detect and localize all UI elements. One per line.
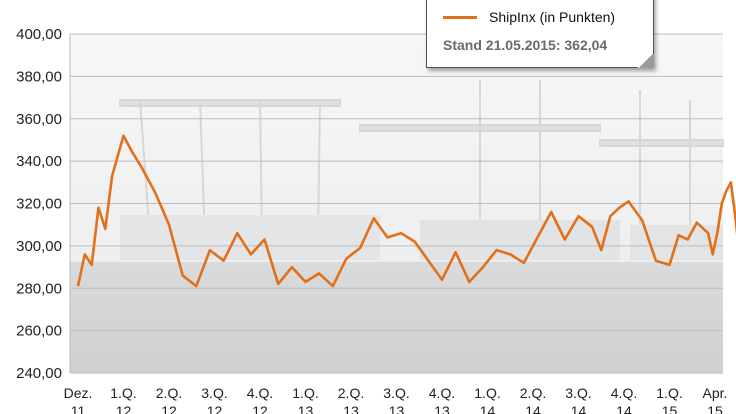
x-tick-year: 13 [389, 403, 405, 414]
x-tick-year: 12 [252, 403, 268, 414]
x-tick-label: 1.Q. [474, 385, 500, 401]
legend: ShipInx (in Punkten) Stand 21.05.2015: 3… [426, 0, 654, 68]
x-tick-label: 3.Q. [201, 385, 227, 401]
x-tick-label: 4.Q. [247, 385, 273, 401]
x-tick-label: 3.Q. [383, 385, 409, 401]
legend-label: ShipInx (in Punkten) [489, 9, 616, 25]
x-tick-year: 14 [480, 403, 496, 414]
x-tick-year: 14 [525, 403, 541, 414]
x-tick-year: 15 [662, 403, 678, 414]
x-tick-year: 13 [434, 403, 450, 414]
y-tick-label: 320,00 [16, 196, 62, 213]
legend-swatch [443, 15, 477, 19]
x-tick-year: 14 [616, 403, 632, 414]
x-tick-year: 12 [161, 403, 177, 414]
x-tick-year: 14 [571, 403, 587, 414]
y-tick-label: 300,00 [16, 238, 62, 255]
x-tick-year: 12 [207, 403, 223, 414]
y-tick-label: 340,00 [16, 153, 62, 170]
x-tick-label: 2.Q. [338, 385, 364, 401]
x-tick-year: 13 [298, 403, 314, 414]
x-tick-year: 11 [71, 403, 86, 414]
x-tick-label: 1.Q. [656, 385, 682, 401]
legend-entry: ShipInx (in Punkten) [443, 9, 615, 25]
grid-lines [69, 33, 723, 374]
x-tick-label: 4.Q. [611, 385, 637, 401]
y-tick-label: 280,00 [16, 280, 62, 297]
x-axis-ticks: Dez. 11 1.Q. 12 2.Q. 12 3.Q. 12 4.Q. 12 1.Q. 13 2.Q.… [64, 385, 728, 414]
series-line-shipinx [76, 134, 736, 288]
x-tick-label: 1.Q. [292, 385, 318, 401]
x-tick-year: 12 [116, 403, 132, 414]
y-tick-label: 360,00 [16, 111, 62, 128]
x-tick-year: 13 [343, 403, 359, 414]
x-tick-label: 1.Q. [110, 385, 136, 401]
x-tick-label: 2.Q. [520, 385, 546, 401]
x-tick-label: Apr. [703, 385, 728, 401]
y-tick-label: 260,00 [16, 323, 62, 340]
y-tick-label: 400,00 [16, 26, 62, 43]
x-tick-label: Dez. [64, 385, 93, 401]
x-tick-label: 4.Q. [429, 385, 455, 401]
y-tick-label: 380,00 [16, 68, 62, 85]
x-tick-label: 2.Q. [156, 385, 182, 401]
x-tick-year: 15 [707, 403, 723, 414]
y-tick-label: 240,00 [16, 365, 62, 382]
y-axis-ticks: 240,00 260,00 280,00 300,00 320,00 340,00 360,… [16, 26, 62, 382]
legend-page-fold [638, 54, 654, 68]
x-tick-label: 3.Q. [565, 385, 591, 401]
stand-label: Stand 21.05.2015: 362,04 [443, 37, 608, 53]
